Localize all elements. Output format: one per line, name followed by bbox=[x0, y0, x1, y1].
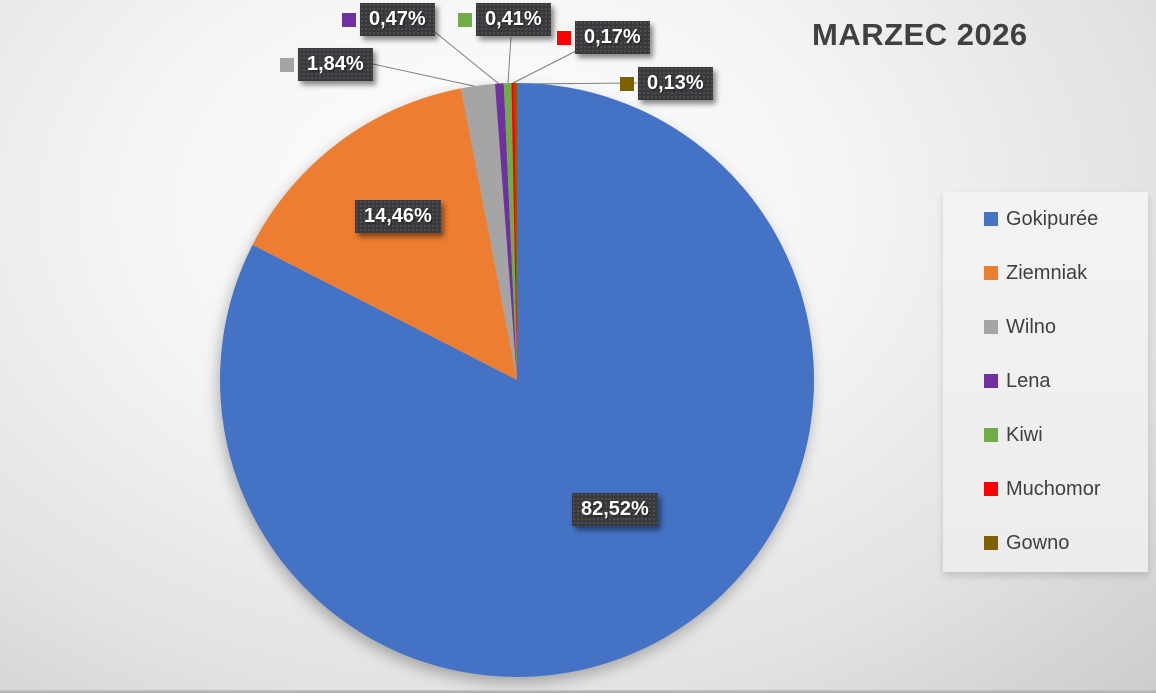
chart-title: MARZEC 2026 bbox=[812, 17, 1028, 52]
lena-legend-swatch bbox=[984, 374, 998, 388]
legend-item-gowno: Gowno bbox=[984, 516, 1148, 570]
data-label-gokipuree: 82,52% bbox=[572, 493, 658, 526]
legend-label: Lena bbox=[1006, 369, 1051, 392]
gokipuree-legend-swatch bbox=[984, 212, 998, 226]
muchomor-color-swatch bbox=[557, 31, 571, 45]
legend-label: Kiwi bbox=[1006, 423, 1043, 446]
gowno-color-swatch bbox=[620, 77, 634, 91]
kiwi-legend-swatch bbox=[984, 428, 998, 442]
wilno-legend-swatch bbox=[984, 320, 998, 334]
legend-label: Muchomor bbox=[1006, 477, 1101, 500]
data-label-callout-gowno: 0,13% bbox=[620, 67, 713, 100]
legend-item-wilno: Wilno bbox=[984, 300, 1148, 354]
data-label-wilno: 1,84% bbox=[298, 48, 373, 81]
pie-slice-ziemniak bbox=[252, 88, 517, 381]
legend-label: Gowno bbox=[1006, 531, 1070, 554]
legend-label: Ziemniak bbox=[1006, 261, 1088, 284]
data-label-kiwi: 0,41% bbox=[476, 3, 551, 36]
data-label-ziemniak: 14,46% bbox=[355, 200, 441, 233]
legend-item-lena: Lena bbox=[984, 354, 1148, 408]
data-label-muchomor: 0,17% bbox=[575, 21, 650, 54]
data-label-callout-muchomor: 0,17% bbox=[557, 21, 650, 54]
data-label-callout-kiwi: 0,41% bbox=[458, 3, 551, 36]
pie-slice-muchomor bbox=[511, 83, 517, 380]
leader-line bbox=[512, 49, 579, 84]
legend-label: Wilno bbox=[1006, 315, 1057, 338]
pie-slices bbox=[219, 83, 814, 677]
legend-label: Gokipurée bbox=[1006, 207, 1099, 230]
muchomor-legend-swatch bbox=[984, 482, 998, 496]
leader-lines bbox=[372, 27, 638, 88]
lena-color-swatch bbox=[342, 13, 356, 27]
legend-item-gokipuree: Gokipurée bbox=[984, 192, 1148, 246]
leader-line bbox=[507, 36, 512, 84]
leader-line bbox=[429, 27, 500, 85]
pie-slice-lena bbox=[495, 83, 517, 381]
wilno-color-swatch bbox=[280, 58, 294, 72]
pie-slice-kiwi bbox=[503, 83, 517, 380]
legend-item-kiwi: Kiwi bbox=[984, 408, 1148, 462]
data-label-callout-lena: 0,47% bbox=[342, 3, 435, 36]
data-label-lena: 0,47% bbox=[360, 3, 435, 36]
kiwi-color-swatch bbox=[458, 13, 472, 27]
pie-slice-wilno bbox=[460, 83, 517, 381]
legend: Gokipurée Ziemniak Wilno Lena Kiwi Mucho… bbox=[943, 192, 1148, 572]
gowno-legend-swatch bbox=[984, 536, 998, 550]
data-label-callout-wilno: 1,84% bbox=[280, 48, 373, 81]
legend-item-ziemniak: Ziemniak bbox=[984, 246, 1148, 300]
leader-line bbox=[372, 63, 479, 88]
legend-item-muchomor: Muchomor bbox=[984, 462, 1148, 516]
data-label-gowno: 0,13% bbox=[638, 67, 713, 100]
ziemniak-legend-swatch bbox=[984, 266, 998, 280]
pie-slice-gowno bbox=[514, 83, 517, 380]
